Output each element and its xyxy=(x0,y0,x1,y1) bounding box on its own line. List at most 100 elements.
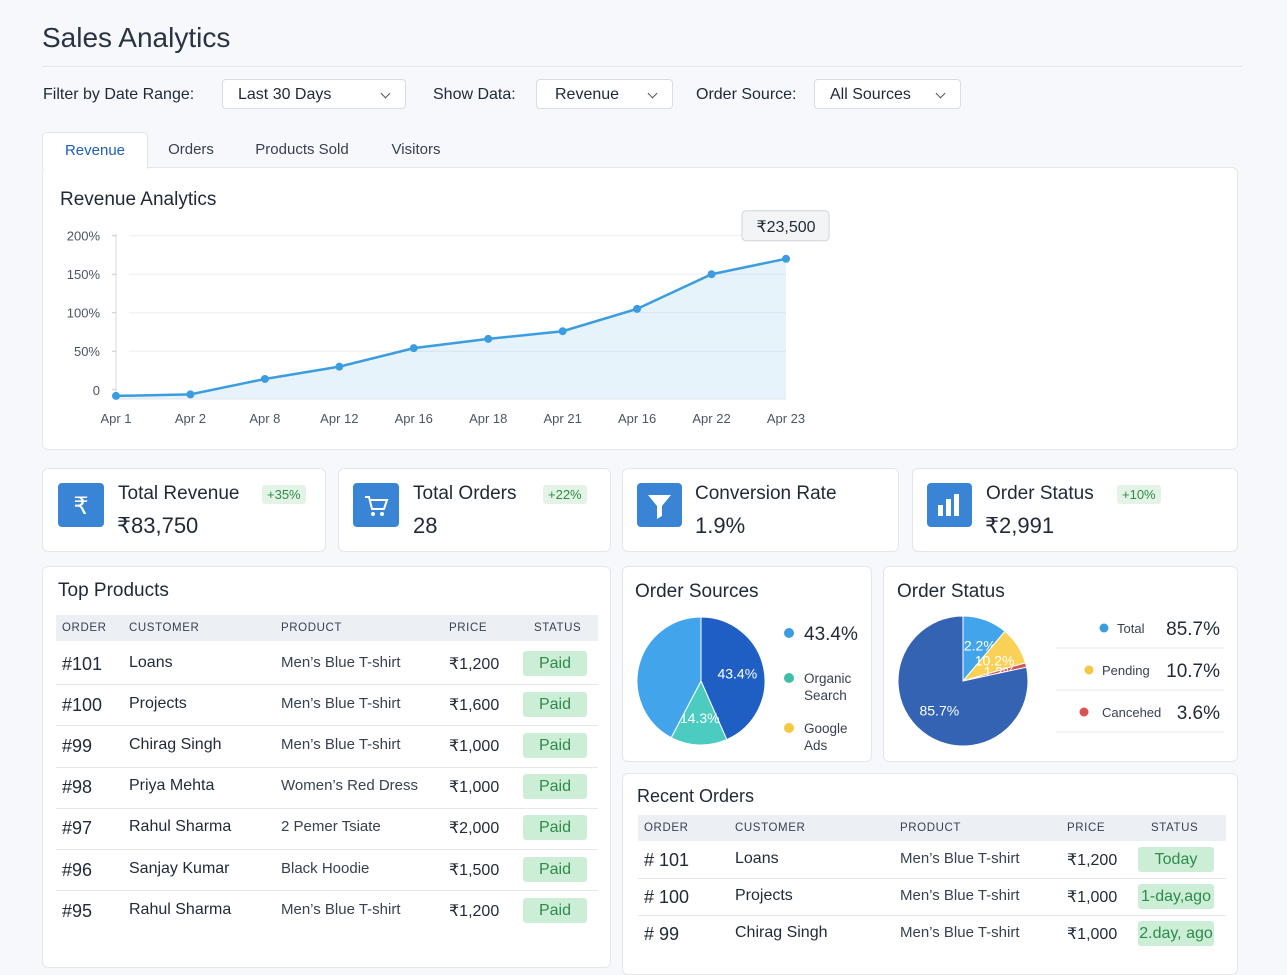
column-header: CUSTOMER xyxy=(735,822,806,834)
table-cell: Projects xyxy=(735,886,793,904)
column-header: PRICE xyxy=(449,622,488,634)
table-cell: Chirag Singh xyxy=(129,736,222,753)
legend-dot xyxy=(784,723,794,733)
status-pill: Paid xyxy=(523,774,587,800)
status-pill: Paid xyxy=(523,815,587,841)
row-divider xyxy=(56,807,598,809)
order-sources-panel: Order Sources 43.4% 14.3% 43.4% Organic Searc… xyxy=(622,566,872,762)
panel-title: Top Products xyxy=(58,580,169,601)
area xyxy=(116,258,786,399)
chart-title: Revenue Analytics xyxy=(60,189,216,210)
legend-value: 10.7% xyxy=(1166,661,1220,682)
column-header: PRODUCT xyxy=(900,822,962,834)
chart-panel: Revenue Analytics 0 50% 100% 150% 200% Apr 1 A… xyxy=(42,167,1238,450)
x-tick-label: Apr 16 xyxy=(395,411,433,426)
table-header xyxy=(56,615,598,641)
slice-label: 43.4% xyxy=(717,665,757,681)
x-tick-label: Apr 23 xyxy=(767,411,805,426)
table-cell: ₹1,200 xyxy=(449,902,500,920)
data-select[interactable]: Revenue xyxy=(536,79,673,109)
table-cell: Sanjay Kumar xyxy=(129,859,230,877)
column-header: CUSTOMER xyxy=(129,622,200,634)
panel-title: Recent Orders xyxy=(637,786,755,806)
table-cell: Rahul Sharma xyxy=(129,818,232,836)
point xyxy=(186,390,195,399)
table-cell: ₹1,200 xyxy=(449,655,500,673)
table-cell: Men’s Blue T-shirt xyxy=(900,886,1020,904)
table-cell: ₹1,500 xyxy=(449,861,500,879)
tab[interactable]: Revenue xyxy=(42,132,148,169)
table-cell: Black Hoodie xyxy=(281,859,370,877)
row-divider xyxy=(56,890,598,892)
x-tick-label: Apr 16 xyxy=(618,411,656,426)
table-cell: # 100 xyxy=(644,886,690,907)
filter-label: Show Data: xyxy=(433,86,516,103)
status-pill: Paid xyxy=(523,733,587,758)
x-tick-label: Apr 2 xyxy=(175,411,206,426)
table-cell: ₹1,600 xyxy=(449,696,500,714)
line-chart: Revenue Analytics 0 50% 100% 150% 200% Apr 1 A… xyxy=(60,189,830,426)
point xyxy=(409,344,418,353)
table-cell: ₹1,000 xyxy=(1067,925,1118,943)
row-divider xyxy=(56,725,598,727)
status-pill: Today xyxy=(1138,846,1214,872)
table-cell: ₹1,000 xyxy=(449,779,500,797)
table-cell: 2 Pemer Tsiate xyxy=(281,818,381,836)
table-cell: # 99 xyxy=(644,923,680,944)
point xyxy=(335,362,344,371)
table-cell: #101 xyxy=(62,653,103,674)
pie-slice xyxy=(897,615,1029,747)
legend-dot xyxy=(1084,665,1094,675)
pie-slice xyxy=(670,679,728,746)
tab[interactable]: Products Sold xyxy=(255,141,349,158)
x-tick-label: Apr 18 xyxy=(469,411,507,426)
table-header xyxy=(638,815,1226,841)
table-cell: # 101 xyxy=(644,849,690,870)
slice-label: 85.7% xyxy=(919,702,959,718)
kpi-title: Total Orders xyxy=(413,483,517,504)
y-tick-label: 0 xyxy=(93,383,100,398)
row-divider xyxy=(638,878,1226,879)
y-tick-label: 200% xyxy=(67,229,101,244)
x-tick-label: Apr 8 xyxy=(249,411,280,426)
kpi-card: Order Status +10% ₹2,991 xyxy=(912,468,1238,552)
source-select[interactable]: All Sources xyxy=(814,79,961,109)
annotation: ₹23,500 xyxy=(756,219,815,236)
kpi-value: ₹83,750 xyxy=(117,513,199,538)
table-cell: Men’s Blue T-shirt xyxy=(900,923,1020,941)
icon xyxy=(637,483,682,527)
kpi-value: 1.9% xyxy=(695,513,746,538)
legend-label: 43.4% xyxy=(804,624,858,645)
point xyxy=(782,254,790,263)
row-divider xyxy=(56,849,598,850)
x-tick-label: Apr 21 xyxy=(544,411,582,426)
table-cell: #96 xyxy=(62,859,93,880)
status-pill: 2.day, ago xyxy=(1138,920,1214,946)
legend-dot xyxy=(1099,623,1109,633)
kpi-value: 28 xyxy=(413,513,438,538)
status-pill: 1-day,ago xyxy=(1138,883,1214,909)
y-tick-label: 100% xyxy=(67,306,101,321)
date-select[interactable]: Last 30 Days xyxy=(222,79,406,109)
x-tick-label: Apr 1 xyxy=(100,411,131,426)
table-cell: #95 xyxy=(62,900,93,921)
table-cell: Men’s Blue T-shirt xyxy=(281,900,401,918)
pie-slice xyxy=(636,616,702,739)
filter-label: Order Source: xyxy=(696,86,797,103)
icon xyxy=(353,483,399,527)
column-header: PRODUCT xyxy=(281,622,343,634)
table-cell: Projects xyxy=(129,694,187,712)
x-tick-label: Apr 22 xyxy=(692,411,730,426)
column-header: STATUS xyxy=(1151,822,1199,834)
filter-label: Filter by Date Range: xyxy=(43,86,195,103)
legend-label: Total xyxy=(1117,621,1145,636)
tab[interactable]: Visitors xyxy=(391,141,441,158)
slice-label: 12.2% xyxy=(956,638,996,654)
table-cell: Chirag Singh xyxy=(735,923,828,941)
tab[interactable]: Orders xyxy=(168,141,214,158)
table-cell: ₹1,000 xyxy=(449,738,500,755)
page: Sales Analytics Filter by Date Range: La… xyxy=(0,0,1287,950)
y-tick-label: 50% xyxy=(74,344,100,359)
icon: ₹ xyxy=(58,483,104,527)
